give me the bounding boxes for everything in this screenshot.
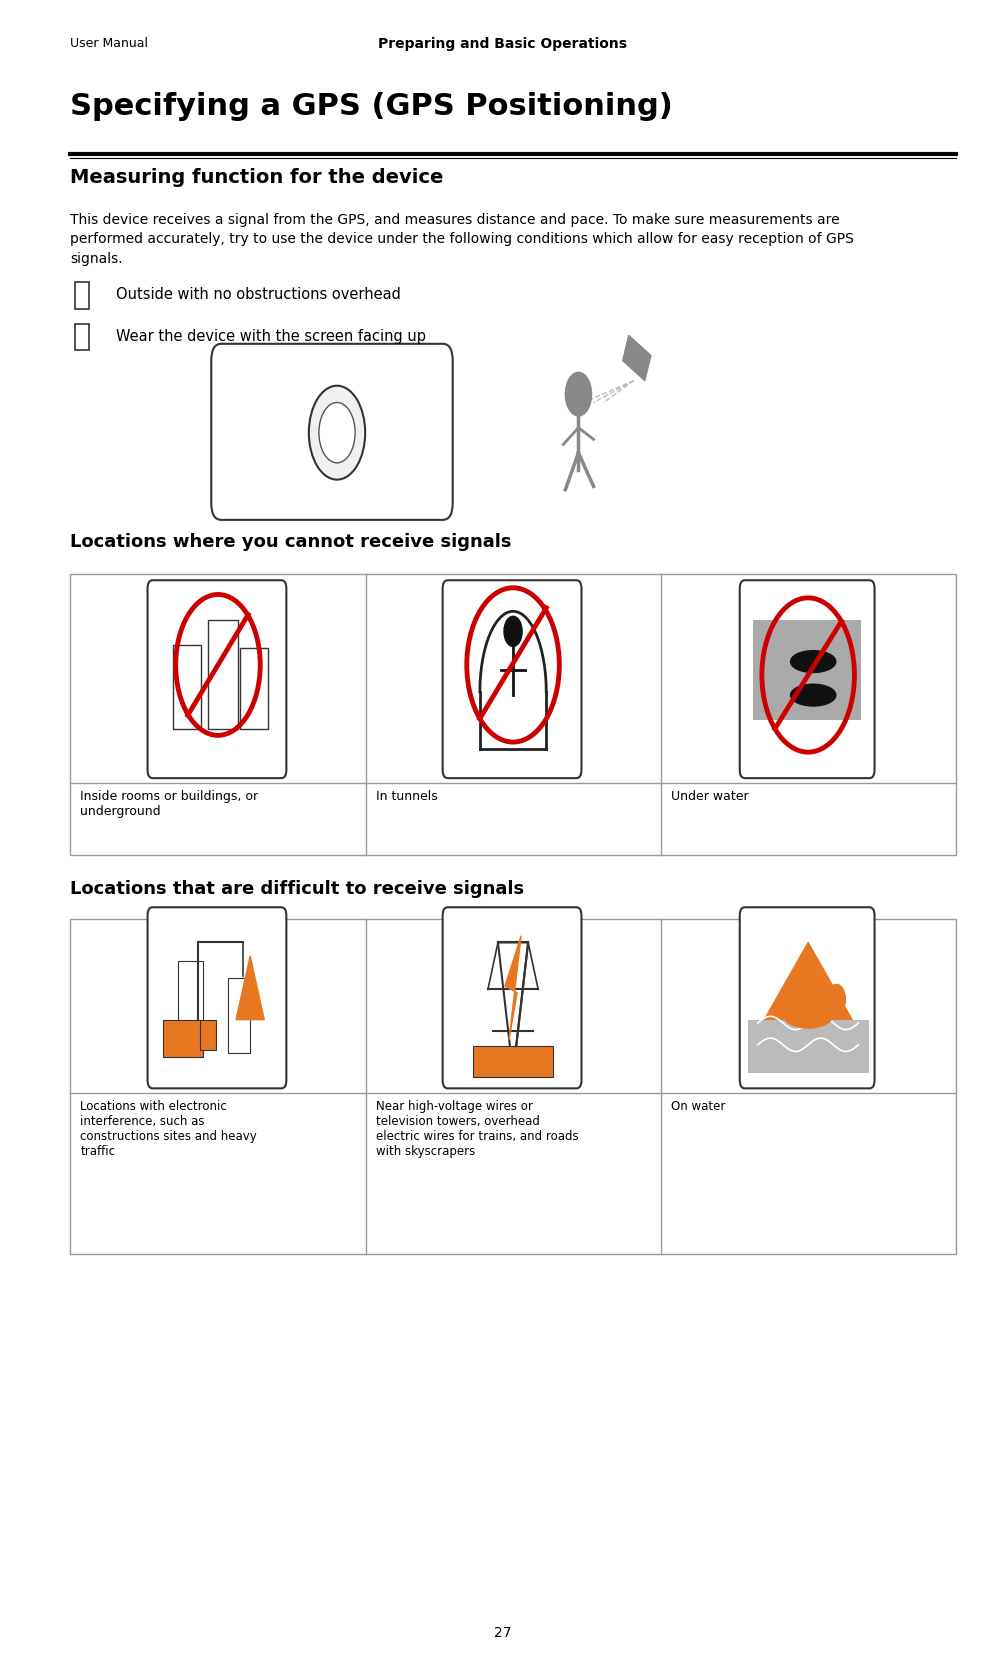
Text: Locations where you cannot receive signals: Locations where you cannot receive signa… — [70, 533, 512, 552]
Bar — [747, 1020, 868, 1073]
Circle shape — [309, 386, 365, 480]
Text: Wear the device with the screen facing up: Wear the device with the screen facing u… — [116, 329, 426, 344]
Circle shape — [504, 615, 522, 647]
Bar — [752, 620, 861, 721]
Bar — [70, 574, 956, 855]
Text: Measuring function for the device: Measuring function for the device — [70, 168, 444, 186]
FancyBboxPatch shape — [211, 344, 453, 520]
Text: Near high-voltage wires or
television towers, overhead
electric wires for trains: Near high-voltage wires or television to… — [375, 1100, 578, 1159]
FancyBboxPatch shape — [443, 580, 581, 778]
Text: Inside rooms or buildings, or
underground: Inside rooms or buildings, or undergroun… — [80, 790, 259, 818]
Text: Locations that are difficult to receive signals: Locations that are difficult to receive … — [70, 880, 524, 899]
Polygon shape — [236, 956, 265, 1020]
Text: Outside with no obstructions overhead: Outside with no obstructions overhead — [116, 287, 400, 302]
Text: Preparing and Basic Operations: Preparing and Basic Operations — [378, 37, 628, 50]
FancyBboxPatch shape — [739, 907, 874, 1088]
Polygon shape — [623, 335, 651, 381]
Text: Under water: Under water — [671, 790, 748, 803]
Ellipse shape — [791, 651, 836, 672]
Text: Locations with electronic
interference, such as
constructions sites and heavy
tr: Locations with electronic interference, … — [80, 1100, 258, 1159]
Text: On water: On water — [671, 1100, 725, 1114]
FancyBboxPatch shape — [739, 580, 874, 778]
Text: Specifying a GPS (GPS Positioning): Specifying a GPS (GPS Positioning) — [70, 92, 673, 121]
Bar — [208, 620, 238, 729]
Circle shape — [319, 402, 355, 463]
Bar — [228, 978, 250, 1053]
Bar — [240, 647, 269, 729]
Ellipse shape — [783, 1001, 833, 1028]
FancyBboxPatch shape — [443, 907, 581, 1088]
Polygon shape — [752, 942, 863, 1040]
Bar — [178, 961, 203, 1053]
Text: This device receives a signal from the GPS, and measures distance and pace. To m: This device receives a signal from the G… — [70, 213, 854, 267]
Bar — [473, 1046, 553, 1077]
Ellipse shape — [791, 684, 836, 706]
Text: In tunnels: In tunnels — [375, 790, 438, 803]
Bar — [70, 919, 956, 1254]
Polygon shape — [505, 936, 521, 1040]
Text: User Manual: User Manual — [70, 37, 149, 50]
Circle shape — [565, 372, 592, 416]
Bar — [75, 324, 90, 350]
Bar — [200, 1020, 216, 1050]
FancyBboxPatch shape — [148, 907, 287, 1088]
Circle shape — [827, 984, 845, 1015]
FancyBboxPatch shape — [148, 580, 287, 778]
Bar — [163, 1020, 203, 1057]
Text: 27: 27 — [494, 1627, 512, 1640]
Bar — [75, 282, 90, 309]
Bar — [173, 644, 201, 729]
